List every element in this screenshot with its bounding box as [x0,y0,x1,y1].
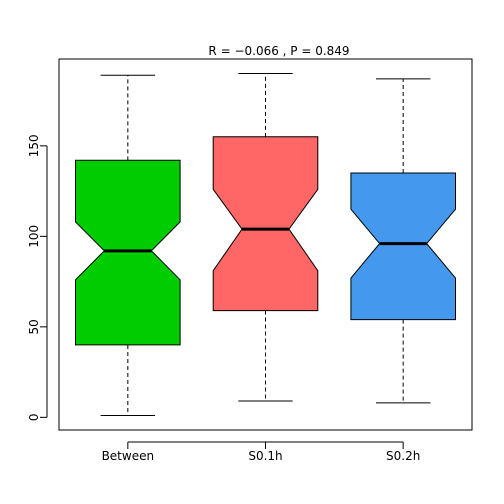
y-tick-label: 150 [27,134,41,157]
box-series [75,72,456,417]
box-between [75,159,181,346]
box-s0-2h [350,172,456,321]
y-tick-label: 100 [27,225,41,248]
plot-frame [58,58,473,431]
y-tick-label: 0 [27,414,41,422]
x-tick-label: S0.1h [248,449,282,463]
x-tick-label: Between [102,449,155,463]
x-tick-label: S0.2h [386,449,420,463]
chart-title: R = −0.066 , P = 0.849 [208,44,349,58]
box-s0-1h [212,136,319,312]
y-axis: 0 50 100 150 [27,134,48,422]
y-tick-label: 50 [27,319,41,334]
x-axis: Between S0.1h S0.2h [102,441,420,463]
